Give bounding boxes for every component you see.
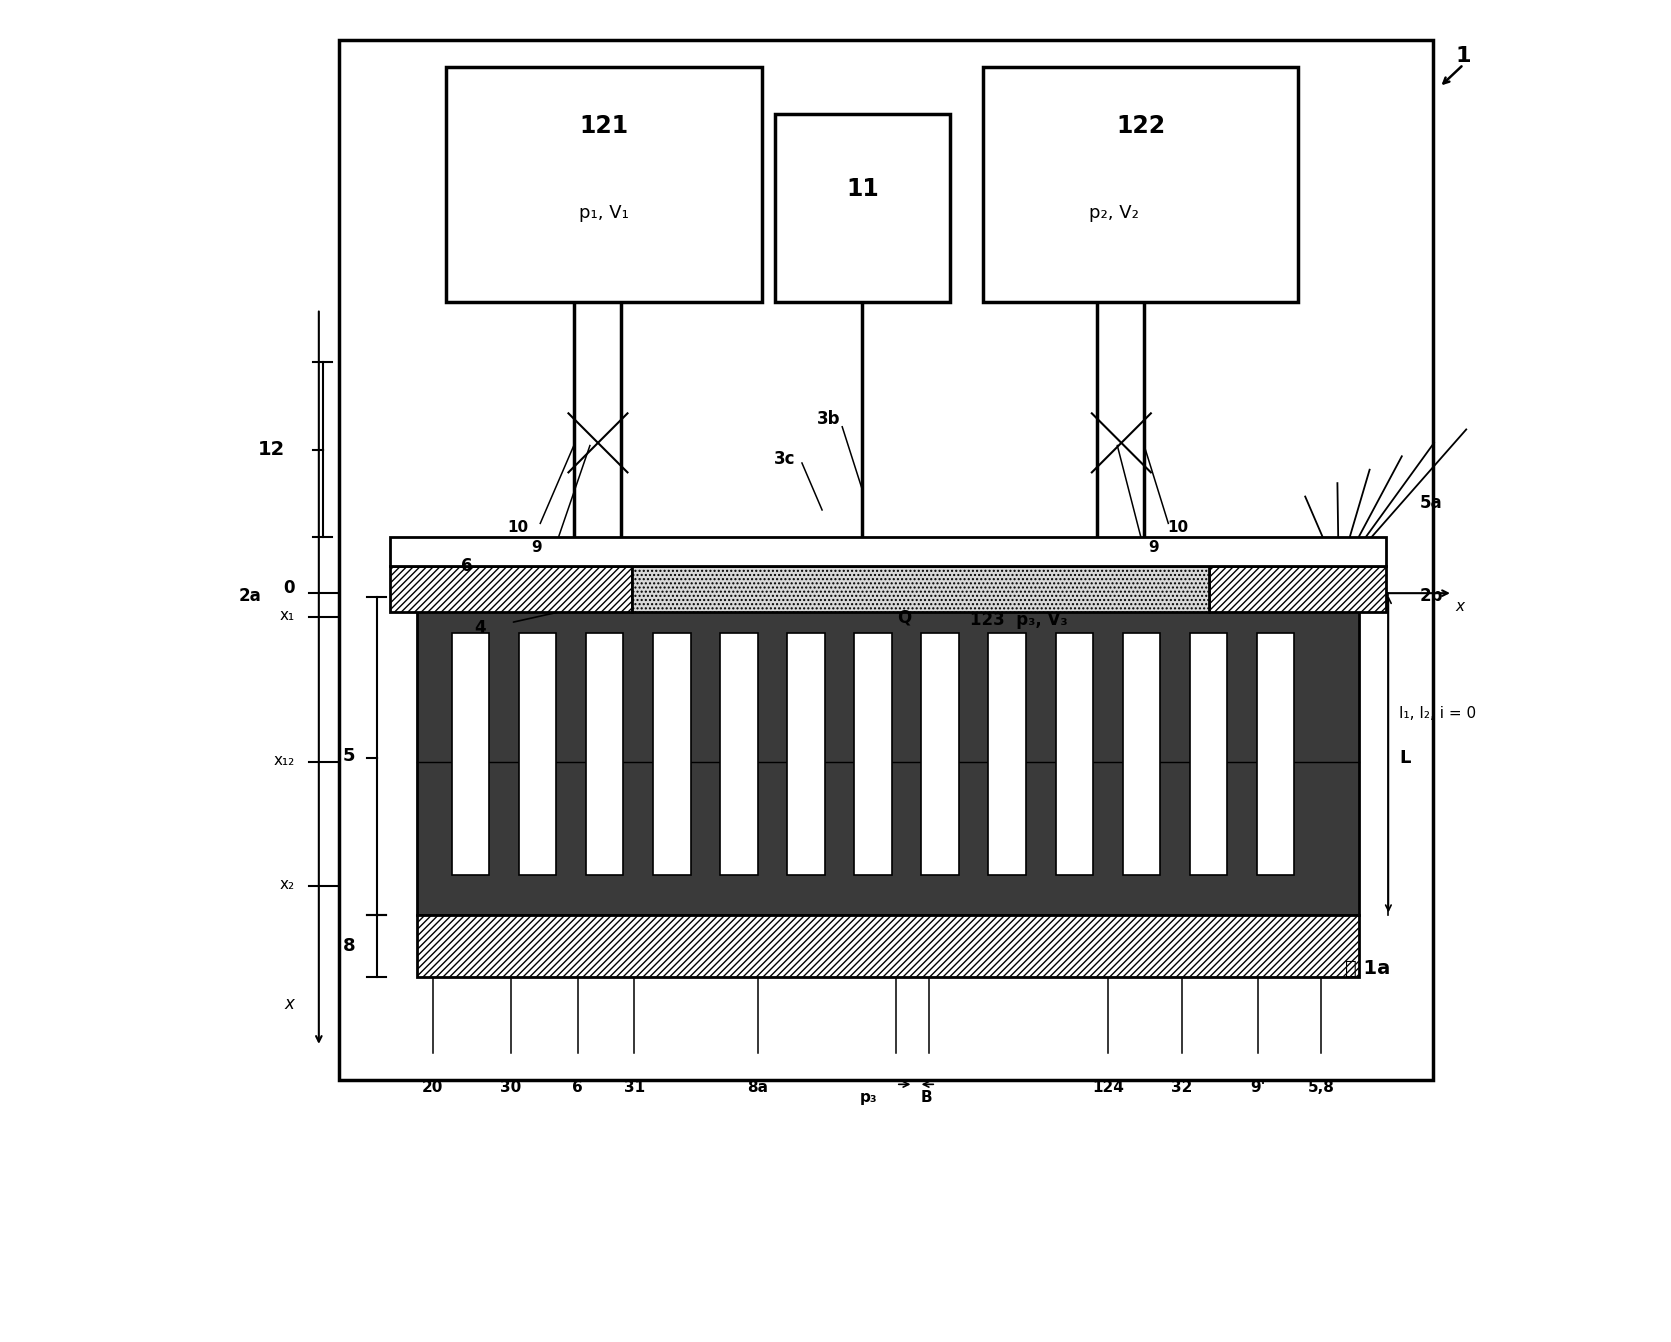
Text: x₁₂: x₁₂ <box>274 753 294 769</box>
Text: x₁: x₁ <box>279 608 294 624</box>
Text: 10: 10 <box>1166 519 1188 535</box>
Bar <box>339 40 1432 1080</box>
Text: 3b: 3b <box>817 409 841 428</box>
Bar <box>989 633 1026 875</box>
Text: 30: 30 <box>500 1079 521 1095</box>
Text: 5: 5 <box>343 746 354 765</box>
Text: 5,8: 5,8 <box>1308 1079 1335 1095</box>
Text: 0: 0 <box>282 578 294 597</box>
Text: x₂: x₂ <box>279 876 294 892</box>
Bar <box>389 566 632 612</box>
Text: 2b: 2b <box>1419 586 1442 605</box>
Bar <box>720 633 757 875</box>
Text: 20: 20 <box>423 1079 443 1095</box>
Text: 4: 4 <box>475 619 486 637</box>
Bar <box>1190 633 1228 875</box>
Text: 6: 6 <box>461 557 473 576</box>
Text: 32: 32 <box>1171 1079 1193 1095</box>
Text: 9': 9' <box>1250 1079 1267 1095</box>
Text: 123  p₃, V₃: 123 p₃, V₃ <box>969 611 1068 629</box>
Bar <box>1123 633 1160 875</box>
Text: 1: 1 <box>1455 47 1470 66</box>
Text: 11: 11 <box>846 177 879 201</box>
Bar <box>416 915 1359 977</box>
Text: 5a: 5a <box>1419 494 1442 513</box>
Text: 图 1a: 图 1a <box>1345 960 1390 978</box>
Bar <box>389 537 1385 566</box>
Text: 124: 124 <box>1091 1079 1125 1095</box>
Bar <box>787 633 825 875</box>
Text: Q: Q <box>897 608 911 627</box>
Text: p₁, V₁: p₁, V₁ <box>580 204 628 221</box>
Text: 9: 9 <box>1148 539 1160 556</box>
Bar <box>1056 633 1093 875</box>
Text: p₃: p₃ <box>861 1090 877 1106</box>
Text: 121: 121 <box>580 114 628 138</box>
Text: 9: 9 <box>531 539 541 556</box>
Bar <box>983 67 1298 302</box>
Text: 6: 6 <box>573 1079 583 1095</box>
Text: 31: 31 <box>623 1079 645 1095</box>
Text: 8: 8 <box>343 937 354 956</box>
Text: 122: 122 <box>1116 114 1165 138</box>
Bar <box>416 609 1359 915</box>
Bar <box>653 633 690 875</box>
Bar <box>587 633 623 875</box>
Text: 2a: 2a <box>239 586 261 605</box>
Bar <box>451 633 490 875</box>
Bar <box>1208 566 1385 612</box>
Text: 3c: 3c <box>774 450 795 468</box>
Text: I₁, I₂, i = 0: I₁, I₂, i = 0 <box>1399 706 1475 722</box>
Text: L: L <box>1399 749 1410 768</box>
Text: 10: 10 <box>506 519 528 535</box>
Text: x: x <box>284 994 294 1013</box>
Bar <box>446 67 762 302</box>
Bar <box>1257 633 1295 875</box>
Bar <box>775 114 949 302</box>
Text: 12: 12 <box>257 440 286 459</box>
Bar <box>854 633 892 875</box>
Bar <box>518 633 556 875</box>
Text: p₂, V₂: p₂, V₂ <box>1089 204 1140 221</box>
Text: B: B <box>921 1090 932 1106</box>
Text: x: x <box>1455 599 1464 615</box>
Bar <box>632 566 1208 612</box>
Bar <box>921 633 959 875</box>
Text: 8a: 8a <box>747 1079 769 1095</box>
